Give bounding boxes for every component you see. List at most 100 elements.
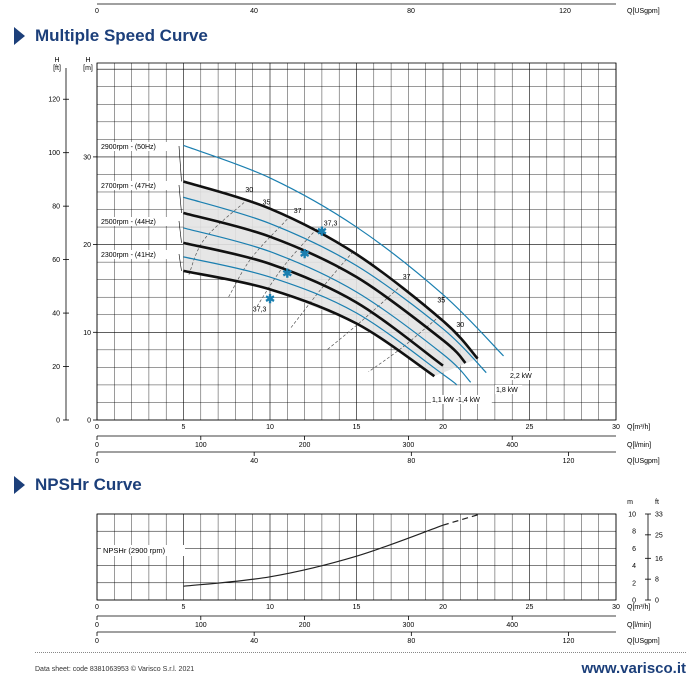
speed-label-bg: [100, 181, 179, 190]
npshr-m-tick-label: 0: [632, 598, 636, 605]
y-axis-m-label: H: [85, 57, 90, 64]
npshr-m-tick-label: 10: [628, 512, 636, 519]
npshr-ft-tick-label: 16: [655, 556, 663, 563]
bep-marker-icon: ✱: [282, 267, 292, 281]
power-label-bg: [431, 395, 492, 404]
bep-marker-icon: ✱: [300, 247, 310, 261]
efficiency-label: 30: [245, 187, 253, 194]
power-curve: [183, 227, 472, 383]
y-m-tick-label: 20: [83, 242, 91, 249]
speed-curve: [183, 269, 436, 378]
npshr-ft-tick-label: 33: [655, 512, 663, 519]
y-ft-tick-label: 120: [48, 97, 60, 104]
main-xq-tick-label: 5: [182, 424, 186, 431]
main-xl-tick-label: 100: [195, 442, 207, 449]
npshr-xq-tick-label: 20: [439, 604, 447, 611]
power-label: 1,8 kW: [496, 387, 518, 394]
npshr-m-tick-label: 2: [632, 580, 636, 587]
speed-label-bg: [100, 142, 179, 151]
npshr-xq-tick-label: 25: [526, 604, 534, 611]
power-curve: [183, 196, 487, 374]
footer-website-link[interactable]: www.varisco.it: [581, 660, 686, 677]
power-label: 2,2 kW: [510, 373, 532, 380]
y-ft-tick-label: 40: [52, 311, 60, 318]
main-xl-tick-label: 200: [299, 442, 311, 449]
npshr-section-header: NPSHr Curve: [14, 475, 142, 495]
speed-label-leader: [178, 145, 182, 182]
power-label-bg: [509, 371, 537, 380]
main-xl-tick-label: 300: [403, 442, 415, 449]
efficiency-iso-line: [188, 202, 245, 276]
npshr-ft-tick-label: 25: [655, 532, 663, 539]
npshr-xq-tick-label: 30: [612, 604, 620, 611]
top-tick-40: 40: [250, 8, 258, 15]
npshr-m-tick-label: 6: [632, 546, 636, 553]
top-axis-strip: 0 40 80 120 Q[USgpm]: [95, 3, 660, 15]
section-arrow-icon: [14, 27, 25, 45]
npshr-xq-tick-label: 15: [353, 604, 361, 611]
efficiency-label: 37: [403, 274, 411, 281]
power-curve: [183, 144, 504, 357]
main-xq-tick-label: 30: [612, 424, 620, 431]
top-tick-0: 0: [95, 8, 99, 15]
npshr-ft-unit: ft: [655, 499, 659, 506]
msc-title: Multiple Speed Curve: [35, 26, 208, 45]
npshr-xq-tick-label: 0: [95, 604, 99, 611]
speed-label-leader: [178, 184, 182, 214]
power-curve: [183, 256, 458, 386]
main-xq-tick-label: 25: [526, 424, 534, 431]
speed-label: 2500rpm - (44Hz): [101, 219, 156, 226]
main-xq-tick-label: 15: [353, 424, 361, 431]
y-ft-tick-label: 0: [56, 418, 60, 425]
npshr-curve: [183, 524, 444, 587]
speed-curve: [183, 211, 467, 364]
main-xu-tick-label: 0: [95, 458, 99, 465]
speed-label: 2900rpm - (50Hz): [101, 144, 156, 151]
npshr-xu-tick-label: 40: [250, 638, 258, 645]
speed-label: 2700rpm - (47Hz): [101, 183, 156, 190]
y-axis-ft-label: H: [54, 57, 59, 64]
npshr-xl-tick-label: 400: [506, 622, 518, 629]
npshr-title: NPSHr Curve: [35, 475, 142, 494]
npshr-xu-tick-label: 120: [563, 638, 575, 645]
speed-label-bg: [100, 217, 179, 226]
npshr-series-label: NPSHr (2900 rpm): [103, 546, 166, 555]
npshr-ft-tick-label: 0: [655, 598, 659, 605]
npshr-xl-unit: Q[l/min]: [627, 622, 651, 629]
efficiency-label: 37,3: [253, 306, 267, 313]
y-axis-m-unit: [m]: [83, 65, 93, 72]
power-label-bg: [495, 385, 523, 394]
y-m-tick-label: 0: [87, 418, 91, 425]
efficiency-iso-line: [290, 251, 354, 329]
npshr-xq-tick-label: 10: [266, 604, 274, 611]
y-ft-tick-label: 80: [52, 204, 60, 211]
npshr-xq-tick-label: 5: [182, 604, 186, 611]
npshr-xl-tick-label: 200: [299, 622, 311, 629]
efficiency-label: 35: [437, 297, 445, 304]
msc-section-header: Multiple Speed Curve: [14, 26, 208, 46]
top-tick-80: 80: [407, 8, 415, 15]
bep-marker-icon: ✱: [317, 224, 327, 238]
npshr-curve-extension: [442, 514, 478, 526]
npshr-m-tick-label: 4: [632, 563, 636, 570]
main-xq-tick-label: 20: [439, 424, 447, 431]
npshr-xl-tick-label: 300: [403, 622, 415, 629]
y-ft-tick-label: 60: [52, 257, 60, 264]
efficiency-label: 37,3: [324, 220, 338, 227]
power-label: 1,1 kW -1,4 kW: [432, 397, 480, 404]
main-xl-tick-label: 400: [506, 442, 518, 449]
efficiency-iso-line: [368, 318, 437, 373]
main-xq-tick-label: 10: [266, 424, 274, 431]
speed-curve: [183, 241, 444, 367]
section-arrow-icon: [14, 476, 25, 494]
y-axis-ft-unit: [ft]: [53, 65, 61, 72]
main-xu-tick-label: 120: [563, 458, 575, 465]
main-xu-unit: Q[USgpm]: [627, 458, 660, 465]
main-xq-tick-label: 0: [95, 424, 99, 431]
npshr-xq-unit: Q[m³/h]: [627, 604, 650, 611]
efficiency-iso-line: [228, 218, 288, 298]
npshr-m-unit: m: [627, 499, 633, 506]
top-unit-label: Q[USgpm]: [627, 8, 660, 15]
efficiency-label: 30: [456, 322, 464, 329]
